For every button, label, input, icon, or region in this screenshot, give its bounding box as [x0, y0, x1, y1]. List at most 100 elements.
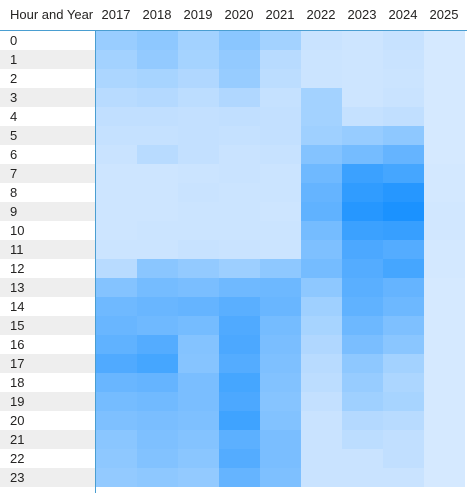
- column-header-2022[interactable]: 2022: [306, 7, 336, 22]
- heatmap-cell-3-2024[interactable]: [383, 88, 424, 107]
- heatmap-cell-22-2020[interactable]: [219, 449, 260, 468]
- heatmap-cell-19-2020[interactable]: [219, 392, 260, 411]
- column-header-2024[interactable]: 2024: [388, 7, 418, 22]
- heatmap-cell-21-2024[interactable]: [383, 430, 424, 449]
- heatmap-cell-18-2021[interactable]: [260, 373, 301, 392]
- heatmap-cell-21-2018[interactable]: [137, 430, 178, 449]
- heatmap-cell-21-2019[interactable]: [178, 430, 219, 449]
- heatmap-cell-20-2017[interactable]: [96, 411, 137, 430]
- heatmap-cell-20-2018[interactable]: [137, 411, 178, 430]
- heatmap-cell-12-2019[interactable]: [178, 259, 219, 278]
- heatmap-cell-20-2021[interactable]: [260, 411, 301, 430]
- heatmap-cell-13-2020[interactable]: [219, 278, 260, 297]
- heatmap-cell-13-2018[interactable]: [137, 278, 178, 297]
- row-header-hour-1[interactable]: 1: [0, 50, 95, 69]
- heatmap-cell-19-2023[interactable]: [342, 392, 383, 411]
- heatmap-cell-17-2020[interactable]: [219, 354, 260, 373]
- heatmap-cell-0-2020[interactable]: [219, 31, 260, 50]
- row-header-hour-20[interactable]: 20: [10, 413, 25, 428]
- heatmap-cell-8-2024[interactable]: [383, 183, 424, 202]
- heatmap-cell-9-2018[interactable]: [137, 202, 178, 221]
- heatmap-cell-15-2022[interactable]: [301, 316, 342, 335]
- heatmap-cell-10-2020[interactable]: [219, 221, 260, 240]
- heatmap-cell-19-2022[interactable]: [301, 392, 342, 411]
- heatmap-cell-8-2023[interactable]: [342, 183, 383, 202]
- row-header-hour-5[interactable]: 5: [0, 126, 95, 145]
- heatmap-cell-13-2019[interactable]: [178, 278, 219, 297]
- heatmap-cell-6-2023[interactable]: [342, 145, 383, 164]
- heatmap-cell-6-2019[interactable]: [178, 145, 219, 164]
- heatmap-cell-4-2020[interactable]: [219, 107, 260, 126]
- heatmap-cell-8-2019[interactable]: [178, 183, 219, 202]
- heatmap-cell-4-2023[interactable]: [342, 107, 383, 126]
- heatmap-cell-10-2017[interactable]: [96, 221, 137, 240]
- heatmap-cell-14-2024[interactable]: [383, 297, 424, 316]
- heatmap-cell-14-2023[interactable]: [342, 297, 383, 316]
- heatmap-cell-2-2020[interactable]: [219, 69, 260, 88]
- heatmap-cell-2-2018[interactable]: [137, 69, 178, 88]
- heatmap-cell-13-2017[interactable]: [96, 278, 137, 297]
- heatmap-cell-17-2021[interactable]: [260, 354, 301, 373]
- heatmap-cell-8-2018[interactable]: [137, 183, 178, 202]
- heatmap-cell-16-2023[interactable]: [342, 335, 383, 354]
- heatmap-cell-11-2017[interactable]: [96, 240, 137, 259]
- heatmap-cell-6-2021[interactable]: [260, 145, 301, 164]
- heatmap-cell-11-2023[interactable]: [342, 240, 383, 259]
- heatmap-cell-2-2017[interactable]: [96, 69, 137, 88]
- heatmap-cell-5-2021[interactable]: [260, 126, 301, 145]
- heatmap-cell-0-2018[interactable]: [137, 31, 178, 50]
- heatmap-cell-15-2025[interactable]: [424, 316, 465, 335]
- heatmap-cell-21-2017[interactable]: [96, 430, 137, 449]
- heatmap-cell-20-2019[interactable]: [178, 411, 219, 430]
- heatmap-cell-5-2019[interactable]: [178, 126, 219, 145]
- row-header-hour-10[interactable]: 10: [10, 223, 25, 238]
- heatmap-cell-18-2024[interactable]: [383, 373, 424, 392]
- heatmap-cell-14-2020[interactable]: [219, 297, 260, 316]
- heatmap-cell-2-2022[interactable]: [301, 69, 342, 88]
- heatmap-cell-16-2018[interactable]: [137, 335, 178, 354]
- heatmap-cell-5-2017[interactable]: [96, 126, 137, 145]
- row-header-hour-14[interactable]: 14: [10, 299, 25, 314]
- heatmap-cell-14-2017[interactable]: [96, 297, 137, 316]
- heatmap-cell-11-2025[interactable]: [424, 240, 465, 259]
- heatmap-cell-15-2018[interactable]: [137, 316, 178, 335]
- heatmap-cell-1-2024[interactable]: [383, 50, 424, 69]
- heatmap-cell-11-2024[interactable]: [383, 240, 424, 259]
- column-header-2020[interactable]: 2020: [224, 7, 254, 22]
- heatmap-cell-15-2024[interactable]: [383, 316, 424, 335]
- heatmap-cell-9-2022[interactable]: [301, 202, 342, 221]
- row-header-hour-0[interactable]: 0: [10, 33, 18, 48]
- row-header-title[interactable]: Hour and Year: [10, 7, 94, 22]
- heatmap-cell-19-2024[interactable]: [383, 392, 424, 411]
- heatmap-cell-10-2022[interactable]: [301, 221, 342, 240]
- heatmap-cell-11-2018[interactable]: [137, 240, 178, 259]
- heatmap-cell-14-2021[interactable]: [260, 297, 301, 316]
- heatmap-cell-18-2022[interactable]: [301, 373, 342, 392]
- column-header-2023[interactable]: 2023: [347, 7, 377, 22]
- heatmap-cell-9-2019[interactable]: [178, 202, 219, 221]
- heatmap-cell-14-2018[interactable]: [137, 297, 178, 316]
- heatmap-cell-19-2019[interactable]: [178, 392, 219, 411]
- heatmap-cell-9-2024[interactable]: [383, 202, 424, 221]
- heatmap-cell-21-2023[interactable]: [342, 430, 383, 449]
- heatmap-cell-12-2023[interactable]: [342, 259, 383, 278]
- heatmap-cell-20-2020[interactable]: [219, 411, 260, 430]
- heatmap-cell-18-2018[interactable]: [137, 373, 178, 392]
- heatmap-cell-17-2023[interactable]: [342, 354, 383, 373]
- row-header-hour-2[interactable]: 2: [10, 71, 18, 86]
- heatmap-cell-12-2022[interactable]: [301, 259, 342, 278]
- heatmap-cell-1-2023[interactable]: [342, 50, 383, 69]
- heatmap-cell-17-2019[interactable]: [178, 354, 219, 373]
- heatmap-cell-15-2020[interactable]: [219, 316, 260, 335]
- heatmap-cell-4-2024[interactable]: [383, 107, 424, 126]
- heatmap-cell-3-2023[interactable]: [342, 88, 383, 107]
- heatmap-cell-3-2022[interactable]: [301, 88, 342, 107]
- heatmap-cell-5-2020[interactable]: [219, 126, 260, 145]
- row-header-hour-7[interactable]: 7: [0, 164, 95, 183]
- heatmap-cell-1-2019[interactable]: [178, 50, 219, 69]
- heatmap-cell-23-2018[interactable]: [137, 468, 178, 487]
- heatmap-cell-0-2019[interactable]: [178, 31, 219, 50]
- heatmap-cell-13-2022[interactable]: [301, 278, 342, 297]
- heatmap-cell-22-2022[interactable]: [301, 449, 342, 468]
- heatmap-cell-10-2024[interactable]: [383, 221, 424, 240]
